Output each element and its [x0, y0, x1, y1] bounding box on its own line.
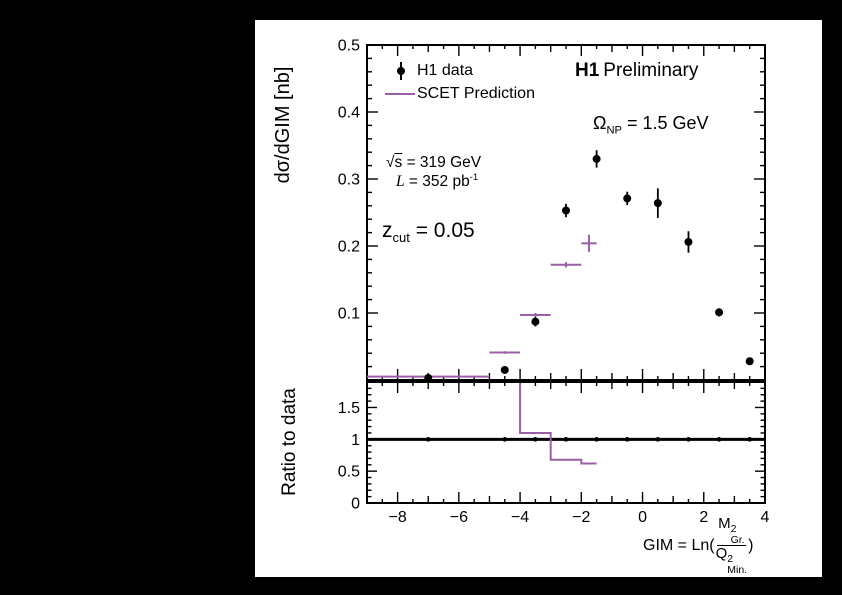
x-axis-title-suffix: )	[748, 536, 754, 554]
ratio-data-marker	[686, 437, 691, 442]
omega-symbol: Ω	[593, 113, 607, 133]
ratio-data-marker	[747, 437, 752, 442]
data-point	[562, 206, 570, 215]
fraction-numerator: M 2 Gr.	[717, 516, 746, 546]
main-y-axis-title: dσ/dGIM [nb]	[272, 67, 294, 184]
x-axis-title: GIM = Ln(M 2 Gr. Q 2 Min.)	[643, 516, 753, 575]
ratio-y-tick-label: 0	[351, 496, 360, 513]
data-point	[531, 317, 540, 326]
x-tick-label: −6	[450, 509, 468, 526]
main-y-tick-label: 0.5	[338, 38, 360, 55]
scet-ratio-step-line	[519, 383, 597, 465]
data-point	[500, 365, 509, 374]
x-tick-label: −8	[388, 509, 406, 526]
data-point	[745, 357, 754, 366]
luminosity-exponent: -1	[469, 172, 479, 183]
numerator-sup: 2	[730, 523, 737, 535]
data-point	[424, 373, 433, 382]
sqrt-argument: s	[394, 154, 403, 171]
zcut-value: = 0.05	[409, 219, 475, 242]
scet-line-icon	[383, 85, 417, 103]
ratio-data-marker	[502, 437, 508, 442]
data-point	[684, 237, 693, 246]
plot-svg: dσ/dGIM [nb] Ratio to data −8 −6 −4 −2 0 2 4 0.…	[272, 38, 770, 527]
legend-item-scet: SCET Prediction	[383, 85, 535, 103]
denominator-sup: 2	[727, 553, 734, 565]
ratio-y-tick-label: 1	[351, 432, 360, 449]
denominator-sub: Min.	[727, 563, 748, 576]
ratio-data-marker	[563, 437, 569, 442]
luminosity-value: = 352 pb	[404, 173, 470, 191]
x-axis-title-prefix: GIM = Ln(	[643, 536, 715, 554]
main-y-tick-label: 0.3	[338, 172, 360, 189]
denominator-base: Q	[715, 545, 728, 562]
x-tick-label: −4	[511, 509, 529, 526]
numerator-scripts: 2 Gr.	[731, 524, 745, 545]
data-point	[592, 154, 601, 163]
omega-subscript: NP	[606, 124, 622, 137]
legend-item-h1-data: H1 data	[383, 62, 473, 80]
main-y-tick-label: 0.2	[338, 239, 360, 256]
ratio-data-marker	[533, 437, 538, 442]
main-y-tick-label: 0.4	[338, 105, 360, 122]
plot-canvas: dσ/dGIM [nb] Ratio to data −8 −6 −4 −2 0 2 4 0.…	[255, 20, 822, 577]
ratio-frame	[366, 381, 766, 504]
data-point-marker-icon	[383, 62, 417, 80]
data-point	[623, 194, 632, 203]
omega-value: = 1.5 GeV	[621, 113, 709, 133]
main-y-tick-label: 0.1	[338, 306, 360, 323]
fraction-denominator: Q 2 Min.	[716, 546, 748, 575]
data-point	[653, 199, 662, 208]
ratio-data-marker	[594, 437, 599, 442]
luminosity-symbol: L	[396, 173, 405, 191]
data-dot-icon	[397, 67, 405, 75]
legend-label-scet: SCET Prediction	[417, 85, 535, 102]
sqrt-s-annotation: √s = 319 GeV	[386, 154, 481, 172]
preliminary-label: Preliminary	[603, 60, 699, 81]
experiment-name: H1	[575, 60, 600, 81]
legend-label-h1-data: H1 data	[417, 62, 474, 79]
ratio-data-marker	[655, 437, 661, 442]
x-tick-label: 0	[638, 509, 647, 526]
numerator-base: M	[718, 515, 731, 532]
prediction-line-swatch	[385, 93, 415, 95]
zcut-symbol: z	[382, 219, 393, 242]
sqrt-symbol: √	[386, 154, 395, 171]
omega-np-annotation: ΩNP = 1.5 GeV	[593, 113, 709, 137]
data-point	[715, 308, 724, 317]
ratio-data-marker	[425, 437, 431, 442]
ratio-y-axis-title: Ratio to data	[279, 388, 300, 496]
ratio-y-tick-label: 1.5	[338, 400, 360, 417]
x-tick-label: 4	[761, 509, 770, 526]
experiment-title: H1 Preliminary	[575, 60, 698, 82]
plot-shapes-group: −8 −6 −4 −2 0 2 4 0.1 0.2 0.3 0.4 0.5 0 0.5 1 1.5	[338, 38, 770, 527]
ratio-data-marker	[716, 437, 722, 442]
ratio-y-tick-label: 0.5	[338, 464, 360, 481]
sqrt-value: = 319 GeV	[402, 154, 482, 171]
x-tick-label: −2	[572, 509, 590, 526]
zcut-subscript: cut	[392, 230, 410, 246]
x-tick-label: 2	[699, 509, 708, 526]
zcut-annotation: zcut = 0.05	[382, 219, 475, 245]
ratio-data-marker	[624, 437, 630, 442]
luminosity-annotation: L = 352 pb-1	[396, 172, 478, 191]
numerator-sub: Gr.	[730, 533, 745, 546]
x-axis-fraction: M 2 Gr. Q 2 Min.	[716, 516, 748, 575]
denominator-scripts: 2 Min.	[727, 554, 747, 575]
